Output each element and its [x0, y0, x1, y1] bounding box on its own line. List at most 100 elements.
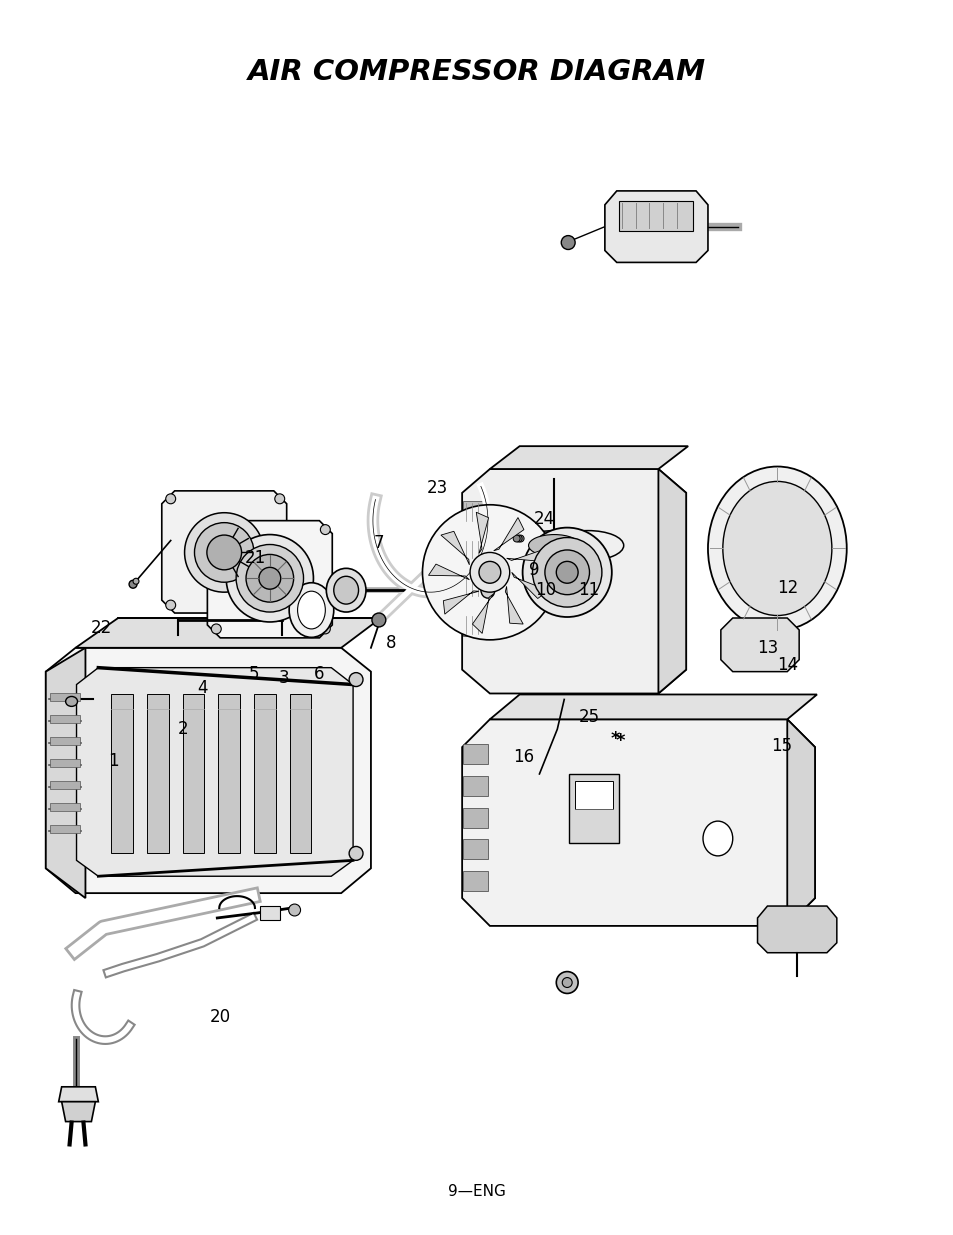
Ellipse shape: [194, 522, 253, 582]
Ellipse shape: [320, 525, 330, 535]
Ellipse shape: [702, 821, 732, 856]
Text: 1: 1: [108, 752, 118, 771]
Ellipse shape: [722, 482, 831, 615]
Text: 24: 24: [534, 510, 555, 527]
Ellipse shape: [274, 600, 284, 610]
Text: 21: 21: [244, 550, 265, 567]
Text: 6: 6: [314, 664, 324, 683]
Ellipse shape: [532, 537, 601, 608]
Text: 4: 4: [197, 678, 208, 697]
Ellipse shape: [246, 555, 294, 603]
Ellipse shape: [522, 527, 611, 618]
Polygon shape: [440, 531, 469, 564]
Text: 16: 16: [513, 748, 534, 766]
Ellipse shape: [274, 494, 284, 504]
Ellipse shape: [166, 494, 175, 504]
Ellipse shape: [528, 535, 579, 557]
Polygon shape: [462, 808, 487, 827]
Polygon shape: [46, 648, 371, 893]
Polygon shape: [75, 618, 380, 648]
Polygon shape: [757, 906, 836, 952]
Ellipse shape: [478, 562, 500, 583]
Polygon shape: [290, 694, 311, 853]
Ellipse shape: [132, 578, 139, 584]
Polygon shape: [493, 517, 523, 551]
Polygon shape: [46, 648, 86, 898]
Polygon shape: [569, 774, 618, 844]
Ellipse shape: [212, 624, 221, 634]
Text: 15: 15: [770, 737, 791, 755]
Polygon shape: [59, 1087, 98, 1102]
Ellipse shape: [289, 583, 334, 637]
Ellipse shape: [372, 613, 385, 627]
Text: 13: 13: [756, 638, 778, 657]
Polygon shape: [461, 719, 814, 926]
Text: 14: 14: [776, 656, 797, 673]
Ellipse shape: [258, 567, 280, 589]
Ellipse shape: [544, 550, 589, 595]
Text: 8: 8: [385, 634, 395, 652]
Polygon shape: [462, 577, 484, 598]
Ellipse shape: [470, 552, 509, 592]
Ellipse shape: [552, 531, 623, 561]
Polygon shape: [720, 618, 799, 672]
Ellipse shape: [422, 505, 557, 640]
Polygon shape: [162, 490, 287, 613]
Text: 11: 11: [578, 582, 599, 599]
Text: 2: 2: [177, 720, 188, 739]
Polygon shape: [253, 694, 275, 853]
Polygon shape: [461, 469, 685, 694]
Polygon shape: [182, 694, 204, 853]
Polygon shape: [462, 745, 487, 764]
Polygon shape: [462, 538, 484, 561]
Text: *: *: [610, 730, 619, 748]
Ellipse shape: [513, 535, 519, 542]
Ellipse shape: [517, 535, 523, 542]
Polygon shape: [50, 715, 80, 724]
Polygon shape: [462, 501, 484, 522]
Ellipse shape: [326, 568, 366, 613]
Ellipse shape: [184, 513, 264, 592]
Text: 5: 5: [249, 664, 259, 683]
Polygon shape: [786, 719, 814, 926]
Polygon shape: [490, 694, 816, 719]
Ellipse shape: [561, 978, 572, 988]
Polygon shape: [428, 564, 469, 579]
Ellipse shape: [129, 580, 137, 588]
Ellipse shape: [212, 525, 221, 535]
Text: 20: 20: [210, 1008, 231, 1026]
Polygon shape: [207, 521, 332, 637]
Polygon shape: [147, 694, 169, 853]
Polygon shape: [62, 1102, 95, 1121]
Polygon shape: [472, 594, 493, 634]
Text: 25: 25: [578, 709, 598, 726]
Ellipse shape: [320, 624, 330, 634]
Ellipse shape: [518, 531, 589, 561]
Polygon shape: [658, 469, 685, 694]
Ellipse shape: [707, 467, 846, 630]
Polygon shape: [511, 572, 548, 599]
Polygon shape: [50, 760, 80, 767]
Ellipse shape: [334, 577, 358, 604]
Text: *: *: [616, 732, 625, 750]
Polygon shape: [575, 781, 612, 809]
Polygon shape: [50, 737, 80, 745]
Ellipse shape: [166, 600, 175, 610]
Polygon shape: [505, 587, 522, 624]
Ellipse shape: [560, 236, 575, 249]
Polygon shape: [490, 446, 687, 469]
Polygon shape: [462, 776, 487, 795]
Ellipse shape: [474, 574, 501, 606]
Polygon shape: [618, 201, 693, 231]
Ellipse shape: [289, 904, 300, 916]
Text: 9—ENG: 9—ENG: [448, 1183, 505, 1199]
Ellipse shape: [349, 673, 363, 687]
Text: 7: 7: [374, 534, 384, 552]
Polygon shape: [218, 694, 240, 853]
Polygon shape: [443, 590, 478, 614]
Polygon shape: [518, 531, 585, 561]
Text: 9: 9: [529, 562, 539, 579]
Polygon shape: [476, 513, 488, 553]
Polygon shape: [259, 906, 279, 920]
Ellipse shape: [515, 535, 521, 542]
